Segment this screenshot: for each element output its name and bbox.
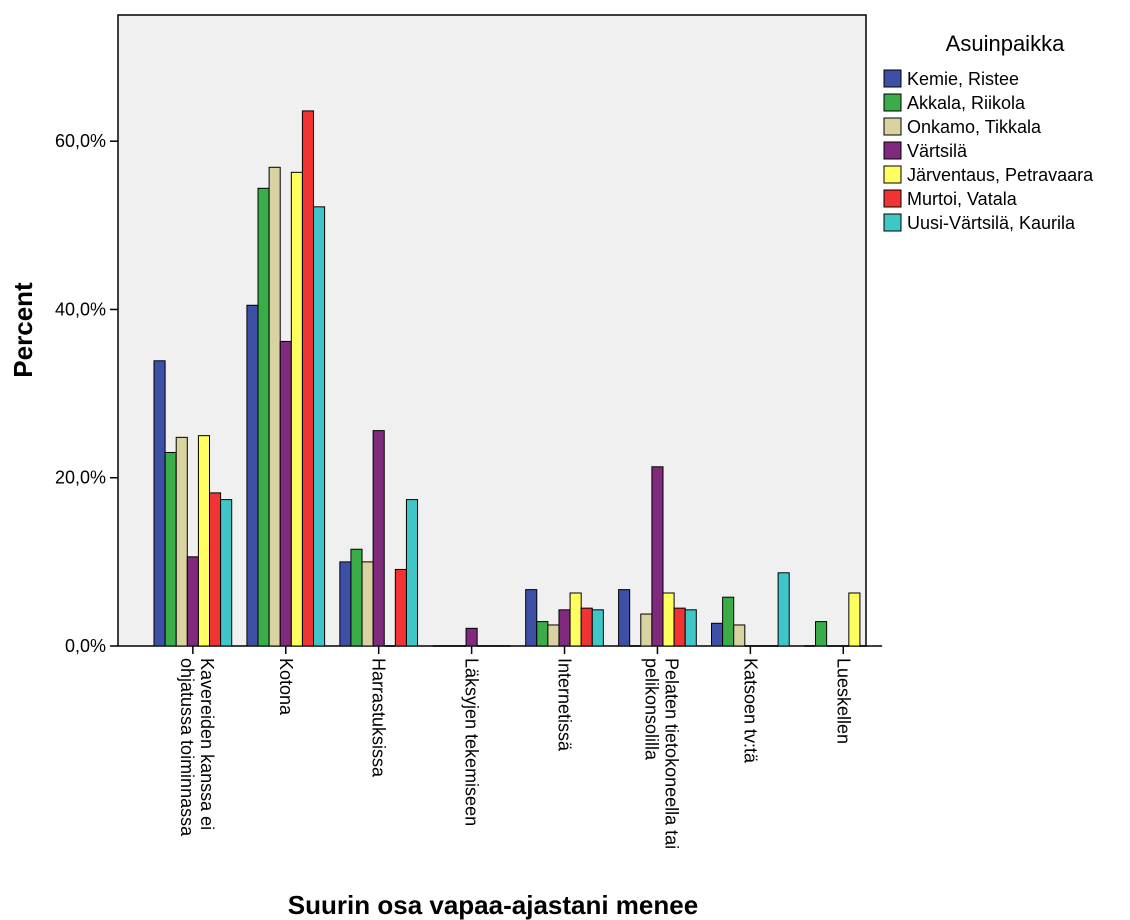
legend-label: Värtsilä [907,141,968,161]
legend-swatch [883,93,902,112]
bar [186,556,199,647]
bar [618,589,631,647]
bar [246,304,259,647]
legend-swatch [883,69,902,88]
bar [777,572,790,647]
bar [662,592,675,647]
legend-swatch [883,141,902,160]
bar [848,592,861,647]
y-tick-label: 20,0% [55,468,106,488]
bar [684,609,697,647]
bar [405,499,419,647]
bar [313,206,326,647]
bar [209,492,222,647]
legend-swatch [883,165,902,184]
x-tick-label: ohjatussa toiminnassa [177,658,197,837]
y-axis-title: Percent [8,282,38,378]
bar [580,607,593,647]
legend-label: Onkamo, Tikkala [907,117,1042,137]
x-tick-label: Kotona [276,658,296,716]
legend-label: Murtoi, Vatala [907,189,1018,209]
y-tick-label: 40,0% [55,299,106,319]
bar [197,435,210,647]
x-tick-label: Harrastuksissa [369,658,389,778]
bar [268,166,281,647]
bar [372,430,385,647]
legend-swatch [883,213,902,232]
x-tick-label: Internetissä [555,658,575,752]
x-tick-label: Katsoen tv:tä [740,658,760,764]
bar [279,340,292,647]
bar [558,609,571,647]
bar [722,596,735,647]
bar [257,187,270,647]
bar [361,561,374,647]
bar [394,568,407,647]
bar [175,436,188,647]
bar [673,607,686,647]
x-axis-title: Suurin osa vapaa-ajastani menee [288,890,698,920]
bar [301,110,315,647]
bar [350,548,363,647]
x-tick-label: Pelaten tietokoneella tai [661,658,681,849]
x-tick-label: Läksyjen tekemiseen [462,658,482,826]
legend-label: Uusi-Värtsilä, Kaurila [907,213,1076,233]
bar [569,592,582,647]
legend-swatch [883,117,902,136]
bar [733,624,746,647]
bar [465,627,478,647]
bar [220,499,233,647]
bar [153,360,166,647]
bar [339,561,352,647]
x-tick-label: Kavereiden kanssa ei [197,658,217,830]
bar [640,613,653,647]
x-tick-label: pelikonsolilla [641,658,661,761]
y-tick-label: 0,0% [65,636,106,656]
bar [525,589,538,647]
bar [290,171,303,647]
bar [651,466,664,647]
bar [547,624,560,647]
bar [711,622,724,647]
legend-label: Järventaus, Petravaara [907,165,1094,185]
legend-swatch [883,189,902,208]
bar [815,621,828,647]
legend-label: Akkala, Riikola [907,93,1026,113]
x-tick-label: Lueskellen [833,658,853,744]
bar [591,609,604,647]
y-tick-label: 60,0% [55,131,106,151]
legend-label: Kemie, Ristee [907,69,1019,89]
legend-title: Asuinpaikka [946,31,1065,56]
bar [536,621,549,647]
plot-area [117,14,867,647]
bar [164,451,177,647]
